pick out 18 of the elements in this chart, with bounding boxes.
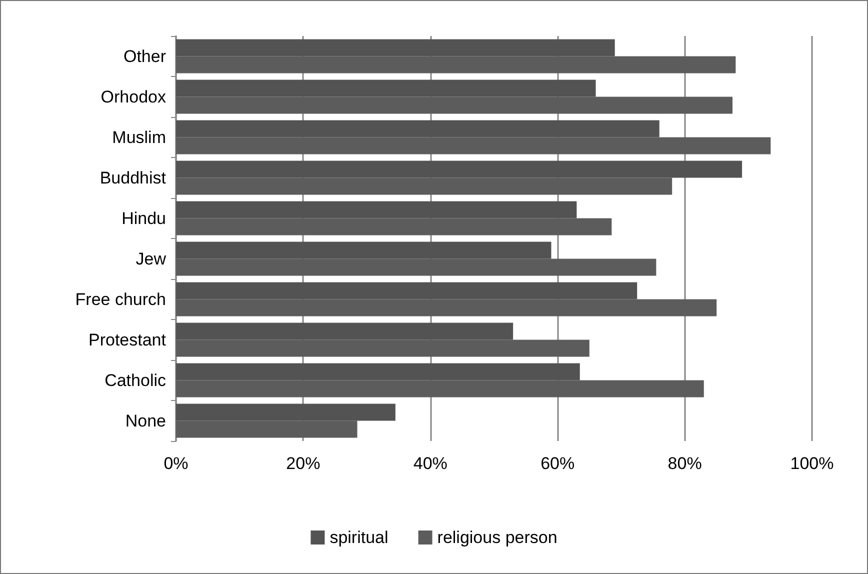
y-tick-label: Buddhist [100,168,166,188]
y-tick-label: Other [123,46,166,66]
y-tick-label: Muslim [112,128,166,147]
x-tick-label: 100% [790,454,834,473]
x-tick-label: 0% [164,454,188,473]
x-tick-label: 40% [413,454,448,473]
x-tick-label: 20% [286,454,320,473]
legend-label: spiritual [330,528,388,547]
x-tick-label: 60% [540,454,575,473]
y-tick-label: Hindu [122,208,166,228]
y-tick-label: None [125,411,166,430]
y-tick-label: Jew [136,249,167,268]
legend-label: religious person [437,528,558,547]
y-tick-label: Protestant [88,330,166,350]
y-tick-label: Free church [75,290,166,309]
y-tick-label: Orhodox [100,87,166,106]
x-tick-label: 80% [668,454,702,473]
y-tick-label: Catholic [104,370,166,390]
